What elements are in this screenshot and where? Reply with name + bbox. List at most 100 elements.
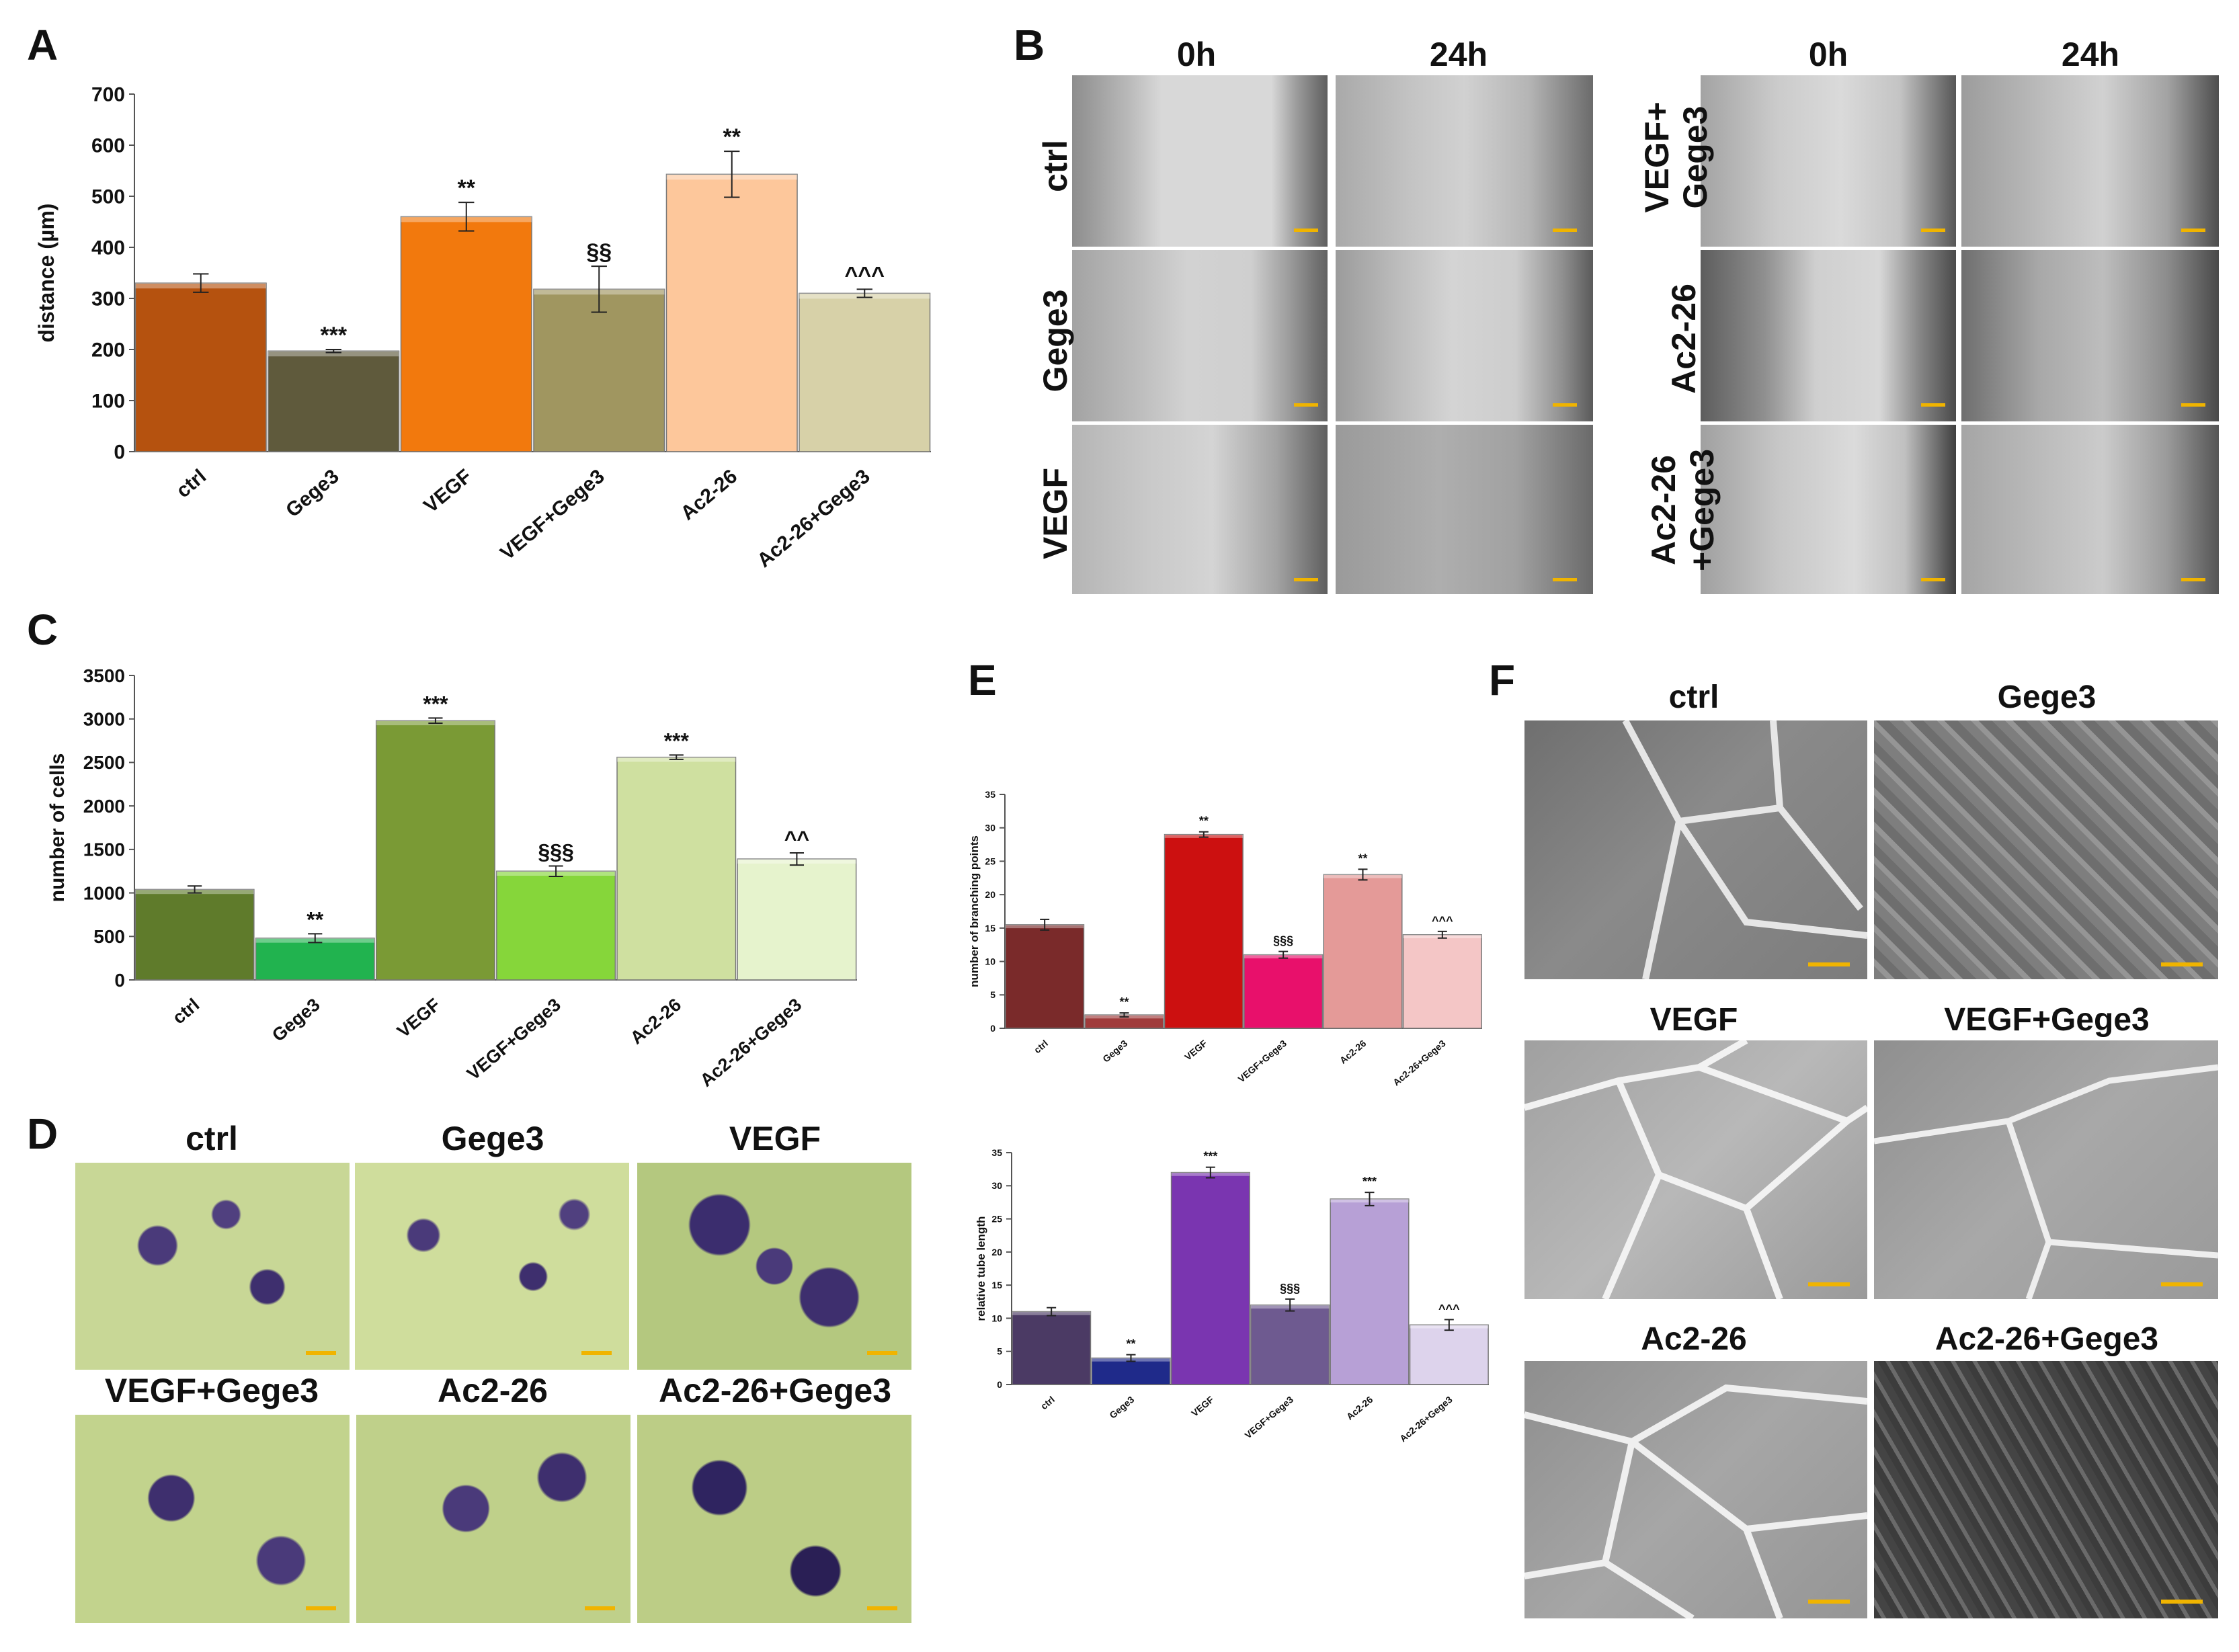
category-label: VEGF+Gege3 <box>463 995 565 1084</box>
tube-photo-vegf <box>1524 1040 1867 1299</box>
scale-bar <box>306 1351 336 1355</box>
f-label-vegf: VEGF <box>1650 1002 1738 1038</box>
col-label-0h-right: 0h <box>1808 36 1848 73</box>
tube-photo-ac2-26-gege3 <box>1874 1361 2218 1618</box>
category-label: VEGF+Gege3 <box>1235 1038 1289 1085</box>
scratch-photo-vegf-0h <box>1072 425 1328 594</box>
f-label-gege3: Gege3 <box>1997 679 2096 715</box>
y-tick-label: 20 <box>985 889 995 900</box>
scale-bar <box>2181 229 2205 232</box>
scratch-photo-ac2-26-24h <box>1961 250 2219 421</box>
y-tick-label: 500 <box>93 926 125 947</box>
bar-vegf-gege3 <box>496 870 616 981</box>
significance-label: ** <box>1126 1337 1135 1351</box>
y-tick-label: 20 <box>991 1247 1002 1257</box>
bar-vegf-gege3 <box>533 288 665 452</box>
significance-label: ** <box>723 124 741 150</box>
significance-label: *** <box>1203 1150 1217 1163</box>
category-label: ctrl <box>169 995 203 1028</box>
y-tick-label: 400 <box>91 237 125 259</box>
scratch-photo-vegf-24h <box>1336 425 1593 594</box>
category-label: Ac2-26+Gege3 <box>696 995 805 1091</box>
f-label-ctrl: ctrl <box>1668 679 1719 715</box>
d-label-vegf: VEGF <box>729 1120 821 1157</box>
d-label-ac2-26: Ac2-26 <box>438 1372 548 1409</box>
scratch-photo-gege3-24h <box>1336 250 1593 421</box>
f-label-ac2-26-gege3: Ac2-26+Gege3 <box>1935 1321 2159 1357</box>
bar-ac2-26-gege3 <box>1409 1324 1489 1385</box>
scale-bar <box>867 1351 897 1355</box>
bar-vegf-gege3 <box>1250 1304 1330 1385</box>
scale-bar <box>1553 578 1577 581</box>
panel-letter-b: B <box>1014 21 1045 69</box>
scale-bar <box>1808 1600 1850 1604</box>
bar-vegf <box>1170 1171 1250 1385</box>
bar-vegf-gege3 <box>1244 954 1324 1029</box>
significance-label: ** <box>1199 815 1209 828</box>
significance-label: ^^^ <box>1438 1302 1460 1315</box>
category-label: VEGF <box>393 995 444 1042</box>
tube-photo-ctrl <box>1524 720 1867 979</box>
significance-label: ^^^ <box>1432 914 1453 927</box>
scale-bar <box>1553 403 1577 407</box>
category-label: Ac2-26 <box>1344 1394 1375 1422</box>
scratch-photo-ac2-26-gege3-24h <box>1961 425 2219 594</box>
y-tick-label: 5 <box>997 1346 1002 1357</box>
significance-label: §§ <box>586 239 612 265</box>
transwell-photo-ac2-26-gege3 <box>637 1415 911 1623</box>
panel-letter-a: A <box>27 21 58 69</box>
y-tick-label: 15 <box>991 1280 1002 1290</box>
row-label-vegf: VEGF <box>1036 467 1074 560</box>
transwell-photo-vegf <box>637 1163 911 1370</box>
significance-label: *** <box>1362 1175 1377 1188</box>
tube-photo-vegf-gege3 <box>1874 1040 2218 1299</box>
y-tick-label: 0 <box>990 1023 995 1034</box>
bar-ac2-26-gege3 <box>1402 934 1482 1029</box>
panel-letter-e: E <box>968 656 997 704</box>
significance-label: §§§ <box>1273 934 1293 948</box>
scale-bar <box>1808 962 1850 966</box>
scale-bar <box>1294 403 1318 407</box>
y-axis-label: relative tube length <box>975 1216 987 1321</box>
scale-bar <box>1294 229 1318 232</box>
scale-bar <box>867 1606 897 1610</box>
scale-bar <box>2161 962 2203 966</box>
category-label: ctrl <box>1032 1038 1050 1055</box>
d-label-ctrl: ctrl <box>186 1120 238 1157</box>
scratch-photo-ctrl-0h <box>1072 75 1328 247</box>
row-label-ctrl: ctrl <box>1036 140 1074 192</box>
y-tick-label: 0 <box>114 970 125 991</box>
col-label-0h-left: 0h <box>1176 36 1217 73</box>
f-label-ac2-26: Ac2-26 <box>1641 1321 1747 1357</box>
y-tick-label: 10 <box>985 956 995 966</box>
y-tick-label: 1000 <box>83 882 125 903</box>
bar-ac2-26 <box>665 173 798 452</box>
y-tick-label: 25 <box>985 856 995 866</box>
transwell-photo-gege3 <box>355 1163 629 1370</box>
d-label-gege3: Gege3 <box>441 1120 544 1157</box>
y-tick-label: 3500 <box>83 665 125 686</box>
category-label: Ac2-26 <box>677 465 742 525</box>
category-label: Gege3 <box>1107 1394 1136 1421</box>
y-tick-label: 200 <box>91 339 125 362</box>
significance-label: *** <box>664 729 690 753</box>
panel-letter-f: F <box>1489 656 1516 704</box>
y-tick-label: 25 <box>991 1213 1002 1224</box>
y-tick-label: 600 <box>91 135 125 157</box>
category-label: Gege3 <box>1100 1038 1129 1065</box>
y-tick-label: 30 <box>991 1180 1002 1191</box>
category-label: Ac2-26 <box>626 995 685 1048</box>
tube-photo-gege3 <box>1874 720 2218 979</box>
category-label: VEGF <box>1189 1394 1216 1419</box>
scale-bar <box>2161 1600 2203 1604</box>
y-tick-label: 0 <box>114 442 125 464</box>
bar-ac2-26-gege3 <box>799 292 931 452</box>
f-label-vegf-gege3: VEGF+Gege3 <box>1944 1002 2150 1038</box>
y-tick-label: 300 <box>91 288 125 311</box>
y-tick-label: 500 <box>91 186 125 208</box>
y-tick-label: 35 <box>991 1147 1002 1158</box>
y-tick-label: 15 <box>985 923 995 934</box>
category-label: VEGF+Gege3 <box>496 465 608 565</box>
scale-bar <box>1808 1282 1850 1286</box>
category-label: VEGF <box>1182 1038 1209 1063</box>
